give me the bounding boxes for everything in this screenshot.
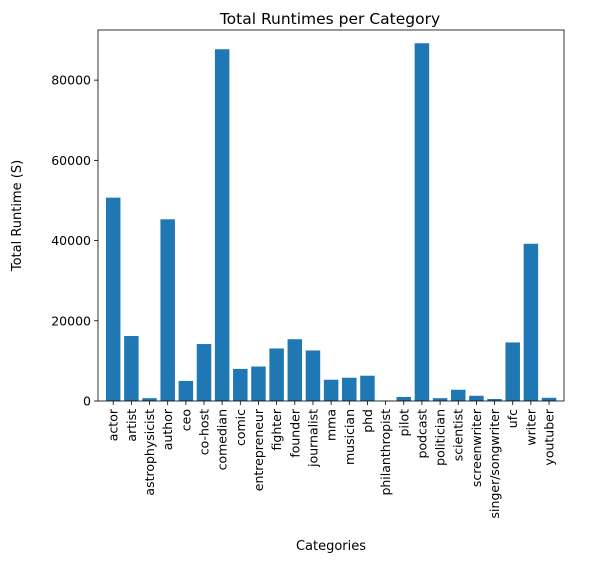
bar-singer-songwriter xyxy=(487,398,502,401)
x-tick-label: comic xyxy=(233,409,248,446)
y-tick-label: 0 xyxy=(83,394,91,409)
x-tick-label: astrophysicist xyxy=(142,409,157,496)
x-tick-label: ufc xyxy=(505,409,520,428)
bar-musician xyxy=(342,377,357,401)
bar-astrophysicist xyxy=(142,398,157,401)
plot-frame xyxy=(97,29,565,402)
bar-writer xyxy=(523,243,539,401)
x-tick-label: fighter xyxy=(269,408,284,450)
x-tick-label: musician xyxy=(342,409,357,465)
y-tick-label: 40000 xyxy=(51,233,91,248)
x-tick-label: artist xyxy=(124,409,139,442)
y-tick-label: 20000 xyxy=(51,313,91,328)
x-axis-label: Categories xyxy=(296,539,366,554)
bar-pilot xyxy=(396,396,412,401)
bar-ceo xyxy=(178,380,194,401)
bar-politician xyxy=(432,398,448,401)
bar-actor xyxy=(105,197,121,401)
chart-title: Total Runtimes per Category xyxy=(219,10,440,28)
x-tick-label: writer xyxy=(523,408,538,445)
bar-mma xyxy=(323,379,339,401)
bars-group xyxy=(105,43,557,402)
x-tick-label: screenwriter xyxy=(469,408,484,487)
bar-scientist xyxy=(450,389,466,401)
x-tick-label: ceo xyxy=(178,409,193,431)
x-tick-label: singer/songwriter xyxy=(487,408,502,518)
bar-screenwriter xyxy=(469,395,484,401)
x-tick-label: comedian xyxy=(215,409,230,470)
x-tick-label: co-host xyxy=(197,409,212,455)
x-tick-label: author xyxy=(160,408,175,450)
x-tick-label: philanthropist xyxy=(378,409,393,496)
x-tick-label: youtuber xyxy=(542,408,557,465)
x-tick-label: podcast xyxy=(414,409,429,459)
x-tick-label: phd xyxy=(360,409,375,433)
x-tick-label: politician xyxy=(433,409,448,466)
x-tick-label: mma xyxy=(324,409,339,441)
bar-founder xyxy=(287,339,303,401)
bar-phd xyxy=(360,375,375,401)
x-tick-label: scientist xyxy=(451,409,466,461)
bar-fighter xyxy=(269,348,284,401)
bar-comic xyxy=(233,368,248,401)
y-tick-label: 60000 xyxy=(51,153,91,168)
bar-podcast xyxy=(414,43,430,402)
bar-ufc xyxy=(505,342,520,401)
x-axis-ticks: actor artist astrophysicist author ceo co-hos… xyxy=(106,401,557,518)
bar-journalist xyxy=(305,350,321,401)
y-tick-label: 80000 xyxy=(51,73,91,88)
x-tick-label: pilot xyxy=(396,409,411,437)
bar-artist xyxy=(124,336,139,401)
x-tick-label: actor xyxy=(106,408,121,441)
y-axis-label: Total Runtime (S) xyxy=(10,160,25,272)
y-axis-ticks: 0 20000 40000 60000 80000 xyxy=(51,73,98,409)
bar-entrepreneur xyxy=(251,366,266,401)
bar-co-host xyxy=(196,344,212,401)
x-tick-label: founder xyxy=(287,408,302,458)
bar-comedian xyxy=(214,49,230,401)
bar-author xyxy=(160,219,175,401)
x-tick-label: journalist xyxy=(305,409,320,468)
x-tick-label: entrepreneur xyxy=(251,408,266,491)
bar-youtuber xyxy=(541,397,557,401)
